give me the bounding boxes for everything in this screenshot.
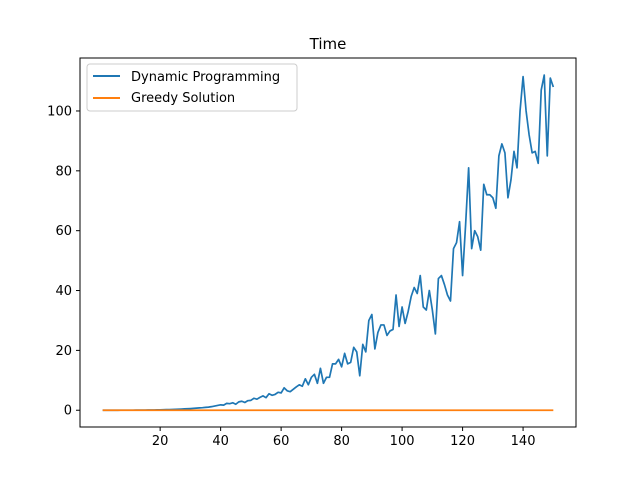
x-tick-label: 80 [333, 434, 350, 449]
y-tick-label: 40 [55, 284, 72, 299]
x-tick-label: 140 [511, 434, 536, 449]
y-tick-label: 0 [64, 404, 72, 419]
x-tick-label: 120 [450, 434, 475, 449]
x-tick-label: 20 [152, 434, 169, 449]
y-tick-label: 60 [55, 224, 72, 239]
x-tick-label: 100 [390, 434, 415, 449]
y-tick-label: 20 [55, 344, 72, 359]
series-line-dynamic-programming [102, 74, 555, 412]
chart-title: Time [309, 35, 347, 53]
series-layer [102, 74, 555, 412]
x-tick-label: 40 [212, 434, 229, 449]
legend: Dynamic Programming Greedy Solution [86, 63, 298, 112]
legend-label-greedy-solution: Greedy Solution [131, 91, 235, 106]
x-tick-label: 60 [273, 434, 290, 449]
legend-frame [86, 63, 298, 112]
y-tick-label: 100 [47, 104, 72, 119]
axes: 20 40 60 80 100 120 140 0 20 40 60 80 100 [47, 57, 577, 449]
legend-label-dynamic-programming: Dynamic Programming [131, 70, 280, 85]
plot-frame [79, 57, 577, 428]
y-tick-label: 80 [55, 164, 72, 179]
